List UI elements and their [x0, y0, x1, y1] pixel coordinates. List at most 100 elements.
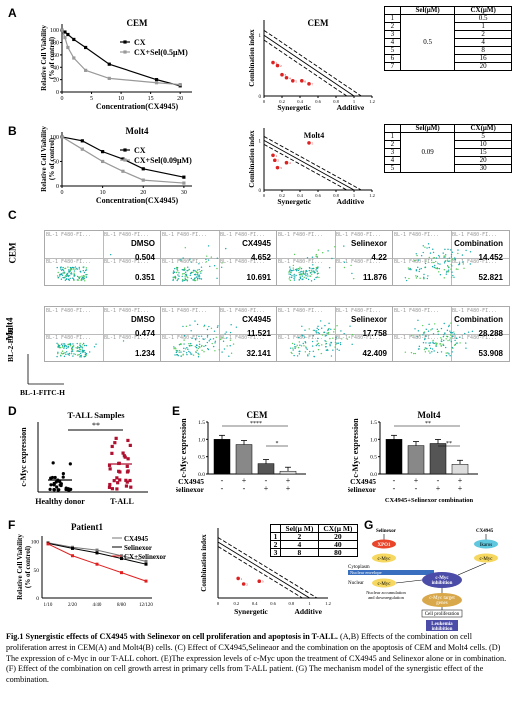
- cell-dot: [223, 348, 226, 350]
- cell-dot: [76, 268, 78, 271]
- x-tick-label: 1: [309, 601, 311, 606]
- tall-dot: [110, 451, 114, 455]
- bar: [429, 443, 447, 475]
- x-tick-label: 0.6: [315, 99, 321, 104]
- data-point: [46, 542, 50, 546]
- series-line-1: [61, 136, 184, 184]
- cell-dot: [316, 343, 319, 345]
- cell-dot: [85, 274, 87, 276]
- cell-dot: [185, 352, 188, 354]
- cell-dot: [191, 344, 193, 347]
- cell-dot: [57, 352, 59, 355]
- cell-dot: [462, 263, 465, 265]
- cell-dot: [183, 343, 185, 345]
- bar: [213, 439, 231, 475]
- treatment-label: Selinexor: [350, 239, 387, 248]
- cell-dot: [193, 273, 196, 276]
- cell-dot: [324, 335, 326, 337]
- cell-dot: [189, 344, 191, 347]
- cell-dot: [65, 353, 67, 356]
- cell-dot: [292, 264, 295, 267]
- cell-dot: [71, 345, 74, 348]
- sel-dose: 0.5: [399, 14, 456, 71]
- ci-point-label: 5: [295, 79, 297, 83]
- cell-dot: [82, 277, 84, 279]
- cell-dot: [288, 273, 290, 275]
- cell-dot: [190, 277, 193, 280]
- cell-dot: [73, 266, 75, 269]
- cell-dot: [198, 354, 200, 356]
- leukemia-inhibition-label: Leukemia inhibition: [431, 622, 453, 632]
- cell-dot: [79, 356, 81, 358]
- quadrant-header: BL-1 F480-FI...: [394, 308, 440, 314]
- cell-dot: [323, 331, 325, 334]
- bar-chart-footnote: CX4945+Selinexor combination: [385, 497, 474, 504]
- cell-dot: [79, 270, 81, 272]
- isobole-line: [217, 541, 310, 599]
- cell-dot: [429, 342, 432, 344]
- cell-dot: [235, 326, 238, 328]
- flow-plot: BL-1 F480-FI... BL-1 F480-FI... BL-1 F480-…: [160, 230, 278, 286]
- xpo1-label: XPO1: [377, 543, 391, 548]
- cell-dot: [308, 328, 310, 330]
- quadrant: [393, 231, 452, 259]
- ci-point-label: 5: [312, 141, 314, 145]
- flow-plot: BL-1 F480-FI... BL-1 F480-FI... BL-1 F480-…: [276, 230, 394, 286]
- data-point: [95, 548, 99, 552]
- cell-dot: [299, 271, 302, 273]
- cell-dot: [206, 336, 209, 338]
- cell-dot: [197, 277, 199, 280]
- cell-dot: [198, 276, 201, 278]
- cell-dot: [343, 332, 345, 335]
- cell-dot: [431, 328, 433, 330]
- cell-dot: [57, 346, 59, 348]
- cell-dot: [174, 347, 176, 349]
- cell-dot: [198, 340, 201, 343]
- bar: [385, 439, 403, 475]
- cell-dot: [432, 257, 435, 259]
- cell-dot: [327, 333, 330, 335]
- cell-dot: [79, 346, 82, 348]
- cell-dot: [312, 350, 315, 352]
- cell-dot: [293, 354, 295, 357]
- cell-dot: [197, 356, 200, 358]
- cell-dot: [201, 349, 203, 352]
- cell-dot: [195, 339, 197, 341]
- cell-dot: [442, 335, 445, 338]
- cell-dot: [177, 354, 179, 357]
- cell-dot: [451, 271, 453, 273]
- quadrant: [45, 258, 104, 285]
- cell-dot: [301, 334, 303, 336]
- cell-dot: [62, 269, 65, 272]
- cell-dot: [415, 275, 417, 277]
- caption-body: (A,B) Effects of the combination on cell…: [6, 632, 507, 685]
- ci-point-label: 1: [276, 154, 278, 158]
- cell-dot: [203, 351, 205, 353]
- cell-dot: [65, 273, 68, 276]
- quadrant-header: BL-1 F480-FI...: [220, 335, 266, 341]
- cell-dot: [317, 325, 319, 328]
- cell-dot: [200, 335, 203, 337]
- cell-dot: [199, 346, 201, 349]
- row-label-selinexor: Selinexor: [348, 485, 377, 494]
- cell-dot: [82, 349, 84, 352]
- cell-dot: [301, 325, 303, 327]
- healthy-donor-dot: [64, 487, 68, 492]
- cell-dot: [413, 352, 415, 355]
- cell-dot: [83, 277, 85, 280]
- cell-dot: [440, 351, 443, 353]
- x-tick-label: 1: [353, 99, 355, 104]
- cell-dot: [59, 273, 62, 276]
- cell-dot: [197, 352, 199, 355]
- cell-dot: [429, 252, 432, 254]
- cell-dot: [183, 339, 185, 341]
- data-point: [182, 181, 186, 185]
- quadrant-header: BL-1 F480-FI...: [162, 259, 208, 265]
- cell-dot: [79, 342, 81, 345]
- cell-dot: [85, 276, 88, 278]
- quadrant-header: BL-1 F480-FI...: [452, 232, 498, 238]
- cell-dot: [416, 254, 418, 257]
- cell-dot: [306, 257, 309, 259]
- cell-dot: [176, 267, 179, 269]
- cell-dot: [59, 347, 62, 349]
